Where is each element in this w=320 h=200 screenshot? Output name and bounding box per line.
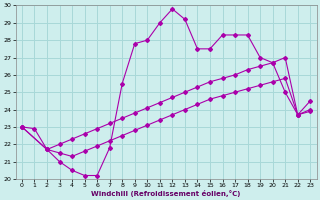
- X-axis label: Windchill (Refroidissement éolien,°C): Windchill (Refroidissement éolien,°C): [92, 190, 241, 197]
